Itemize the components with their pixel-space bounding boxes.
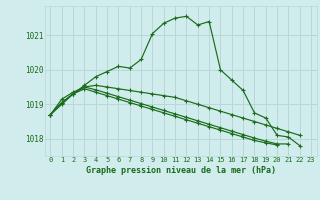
X-axis label: Graphe pression niveau de la mer (hPa): Graphe pression niveau de la mer (hPa) xyxy=(86,166,276,175)
